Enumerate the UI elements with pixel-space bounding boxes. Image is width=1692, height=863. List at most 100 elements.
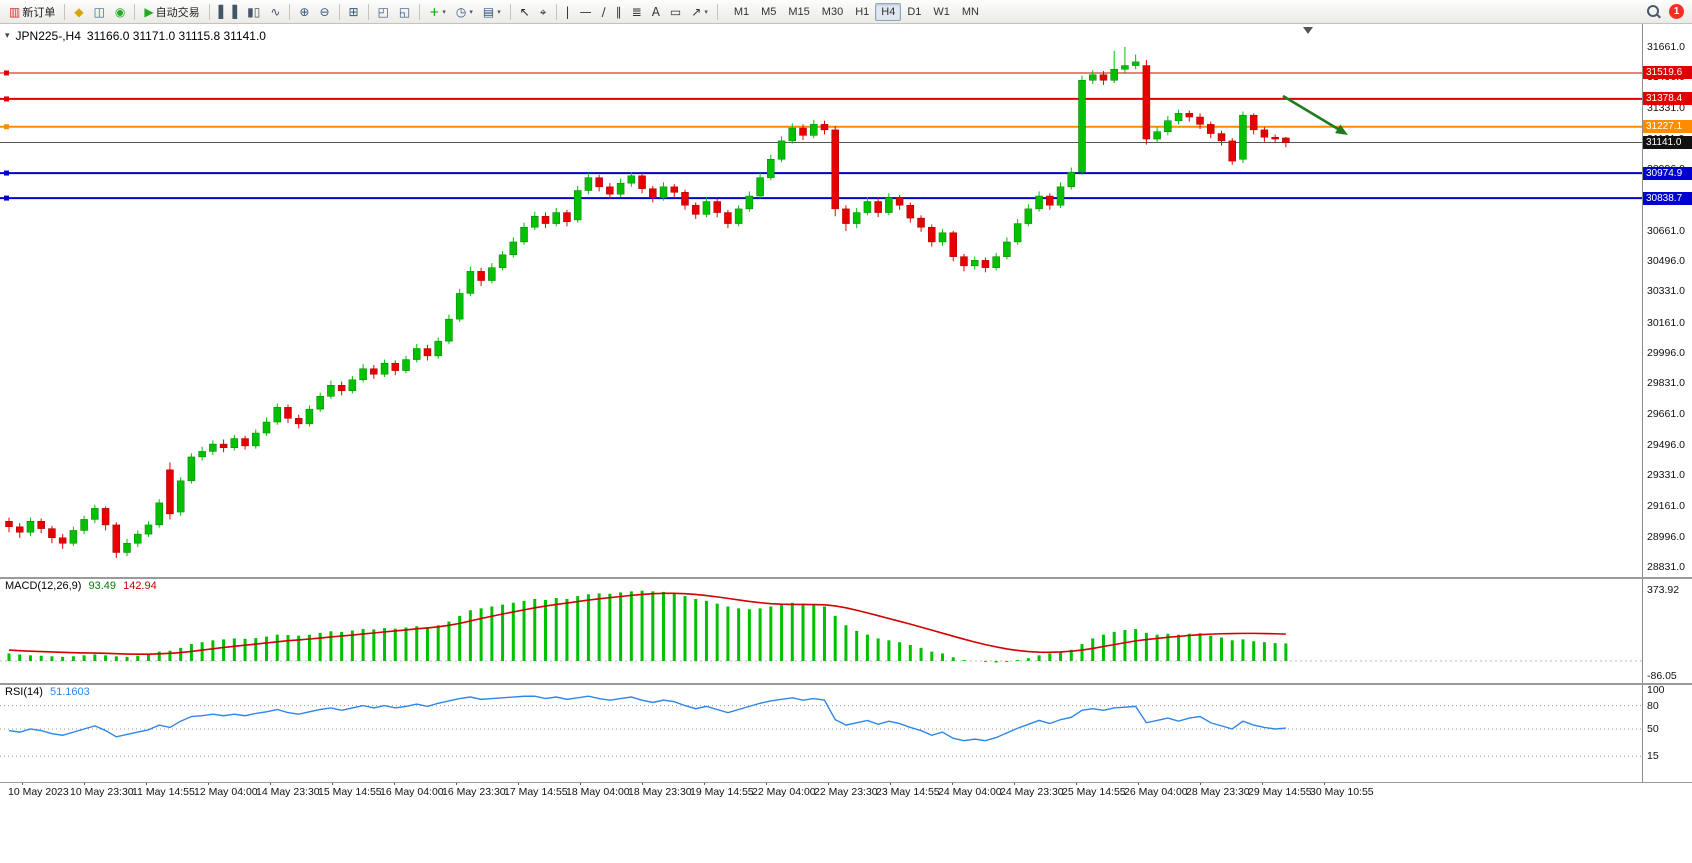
candle [219, 443, 228, 448]
tile-windows-icon: ⊞ [348, 4, 359, 19]
candle [616, 182, 625, 195]
panel-separator-rsi[interactable] [0, 683, 1692, 685]
line-anchor-marker [4, 170, 9, 176]
price-badge: 30974.9 [1643, 166, 1692, 180]
panel-separator-macd[interactable] [0, 577, 1692, 579]
timeframe-button-h4[interactable]: H4 [875, 2, 902, 21]
fibonacci-icon: ≣ [631, 4, 642, 19]
new-order-button[interactable]: ▥ 新订单 [4, 1, 60, 23]
time-axis[interactable]: 10 May 2023 10 May 23:30 11 May 14:55 12 Ma… [0, 782, 1692, 808]
arrows-button[interactable]: ↗ ▾ [686, 1, 713, 23]
candle [1217, 133, 1226, 142]
candle [509, 241, 518, 256]
line-chart-button[interactable]: ∿ [265, 1, 285, 23]
price-axis-label: 30496.0 [1647, 255, 1685, 268]
time-axis-label: 11 May 14:55 [132, 786, 195, 798]
candle [949, 232, 957, 257]
candles-chart-button[interactable]: ▮▯ [242, 1, 265, 23]
time-axis-label: 18 May 23:30 [628, 786, 692, 798]
zoom-out-button[interactable]: ⊖ [314, 1, 334, 23]
notification-badge[interactable]: 1 [1669, 4, 1684, 19]
line-anchor-marker [4, 96, 9, 102]
candle [187, 456, 196, 482]
chart-canvas[interactable] [0, 24, 1692, 782]
trend-arrow-annotation[interactable] [1282, 94, 1348, 135]
toolbar-right: 1 [1646, 4, 1688, 19]
timeframe-button-mn[interactable]: MN [961, 5, 979, 18]
zoom-in-button[interactable]: ⊕ [294, 1, 314, 23]
horizontal-line-objects[interactable] [0, 70, 1642, 201]
periods-button[interactable]: ◷ ▾ [451, 1, 478, 23]
candle [842, 208, 850, 224]
candle [37, 520, 45, 529]
timeframe-button-d1[interactable]: D1 [907, 5, 922, 18]
candle [1239, 114, 1247, 160]
time-axis-label: 26 May 04:00 [1124, 786, 1188, 798]
auto-trading-button[interactable]: ▶ 自动交易 [139, 1, 204, 23]
line-anchor-marker [4, 70, 9, 76]
candle [917, 217, 925, 228]
fibonacci-button[interactable]: ≣ [627, 1, 647, 23]
timeframe-button-m15[interactable]: M15 [788, 5, 810, 18]
timeframe-button-h1[interactable]: H1 [855, 5, 870, 18]
timeframe-button-m5[interactable]: M5 [761, 5, 777, 18]
horizontal-line-button[interactable]: — [575, 1, 597, 23]
candle [1249, 114, 1258, 131]
candle [1003, 241, 1011, 257]
templates-button[interactable]: ▤ ▾ [478, 1, 506, 23]
candle [1282, 137, 1290, 143]
candle [810, 124, 818, 136]
new-chart-button[interactable]: ◆ [69, 1, 88, 23]
search-icon[interactable] [1646, 4, 1661, 19]
time-axis-label: 10 May 2023 [8, 786, 69, 798]
candle [799, 127, 807, 136]
label-button[interactable]: ▭ [665, 1, 686, 23]
candle [906, 204, 915, 219]
candle [670, 186, 679, 193]
candle [91, 508, 99, 520]
bars-chart-button[interactable]: ▌▐ [214, 1, 242, 23]
time-axis-label: 16 May 23:30 [442, 786, 506, 798]
candle [960, 256, 968, 267]
line-anchor-marker [4, 124, 9, 130]
candle [1131, 61, 1140, 66]
zoom-in-icon: ⊕ [299, 4, 310, 19]
rsi-axis-label: 100 [1647, 684, 1665, 696]
candle [820, 124, 829, 131]
candle [1067, 171, 1076, 188]
indicators-button[interactable]: + ▾ [424, 1, 451, 23]
new-window-button[interactable]: ◰ [373, 1, 394, 23]
price-axis[interactable]: 31661.031496.031331.031161.030996.030831… [1643, 24, 1692, 782]
tile-windows-button[interactable]: ⊞ [344, 1, 364, 23]
candle [745, 195, 754, 210]
price-axis-label: 29831.0 [1647, 377, 1685, 390]
candle [230, 438, 239, 448]
time-axis-tick [1076, 782, 1077, 785]
time-axis-label: 19 May 14:55 [690, 786, 754, 798]
timeframe-button-w1[interactable]: W1 [933, 5, 950, 18]
candle [992, 256, 1000, 268]
one-click-trading-icon[interactable]: ▾ [5, 31, 10, 41]
timeframe-button-m30[interactable]: M30 [821, 5, 844, 18]
candle [252, 432, 260, 447]
window-list-button[interactable]: ◱ [394, 1, 415, 23]
channel-button[interactable]: ∥ [611, 1, 627, 23]
price-axis-label: 29161.0 [1647, 500, 1685, 513]
candle [1110, 68, 1118, 81]
timeframe-button-m1[interactable]: M1 [733, 5, 750, 18]
support-button[interactable]: ◉ [110, 1, 130, 23]
vertical-line-button[interactable]: | [561, 1, 575, 23]
candle [477, 271, 485, 281]
toolbar-separator [555, 3, 557, 20]
macd-label: MACD(12,26,9) 93.49 142.94 [5, 580, 157, 592]
text-button[interactable]: A [647, 1, 665, 23]
candle [1121, 65, 1129, 70]
chart-shift-marker[interactable] [1303, 27, 1313, 34]
cursor-button[interactable]: ↖ [515, 1, 535, 23]
time-axis-tick [580, 782, 581, 785]
crosshair-button[interactable]: ⌖ [535, 1, 552, 23]
profiles-button[interactable]: ◫ [89, 1, 110, 23]
macd-panel [0, 590, 1642, 663]
trendline-button[interactable]: ∕ [597, 1, 611, 23]
label-icon: ▭ [669, 4, 682, 19]
